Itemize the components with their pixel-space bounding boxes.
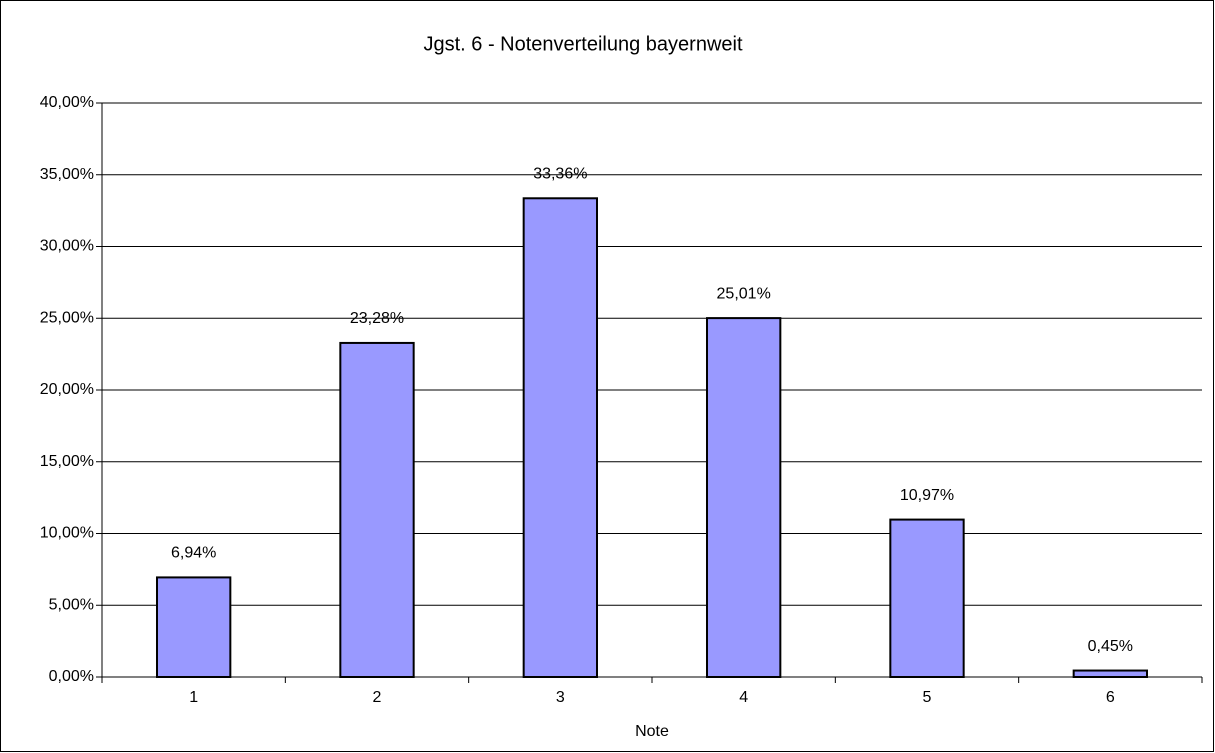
y-tick-label: 20,00%: [40, 381, 94, 398]
y-tick-label: 10,00%: [40, 525, 94, 542]
y-tick-label: 0,00%: [49, 668, 94, 685]
x-axis-label: Note: [635, 723, 669, 740]
chart-title: Jgst. 6 - Notenverteilung bayernweit: [423, 33, 742, 55]
bar: [889, 518, 965, 678]
data-label: 10,97%: [900, 487, 954, 504]
bar: [1072, 669, 1148, 678]
y-tick-label: 5,00%: [49, 596, 94, 613]
y-tick-label: 15,00%: [40, 453, 94, 470]
data-label: 0,45%: [1088, 638, 1133, 655]
data-label: 23,28%: [350, 310, 404, 327]
bar: [156, 576, 232, 679]
x-tick-label: 5: [923, 689, 932, 706]
data-label: 6,94%: [171, 545, 216, 562]
x-tick-label: 1: [189, 689, 198, 706]
bar: [706, 317, 782, 678]
x-tick-label: 6: [1106, 689, 1115, 706]
x-tick-label: 2: [373, 689, 382, 706]
x-tick-label: 3: [556, 689, 565, 706]
x-tick-label: 4: [739, 689, 748, 706]
y-tick-label: 40,00%: [40, 94, 94, 111]
y-tick-label: 25,00%: [40, 309, 94, 326]
data-label: 33,36%: [533, 166, 587, 183]
bar: [522, 197, 599, 678]
y-tick-label: 30,00%: [40, 238, 94, 255]
data-label: 25,01%: [717, 285, 771, 302]
bar: [339, 341, 415, 678]
y-tick-label: 35,00%: [40, 166, 94, 183]
